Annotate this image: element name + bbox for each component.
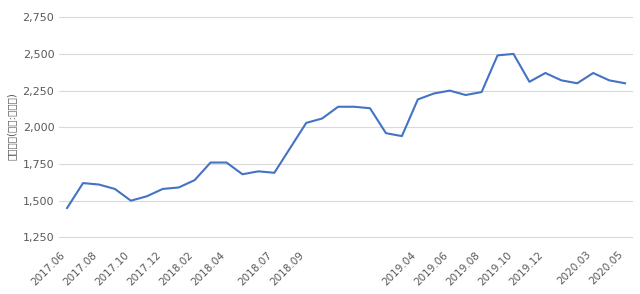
Y-axis label: 거래금액(단위:백만원): 거래금액(단위:백만원) — [7, 92, 17, 160]
